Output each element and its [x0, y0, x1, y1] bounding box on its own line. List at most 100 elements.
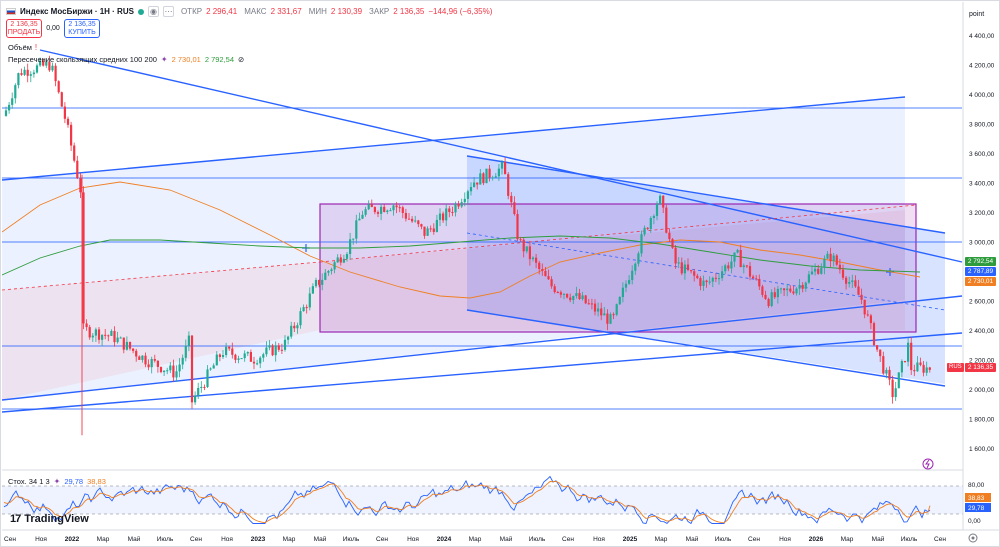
candle-body [268, 345, 271, 348]
candle-body [739, 249, 742, 268]
candle-body [504, 162, 507, 175]
channel-bottom[interactable] [466, 309, 946, 387]
candle-body [826, 253, 829, 259]
price-tick-label: 1 800,00 [969, 417, 995, 424]
flash-alert-icon[interactable] [922, 458, 934, 470]
candle-body [54, 65, 57, 82]
trend-line-long-down[interactable] [39, 49, 963, 263]
candle-body [107, 335, 110, 337]
candle-body [649, 218, 652, 229]
time-axis[interactable]: Сен Ноя 2022 Мар Май Июль Сен Ноя 2023 Мар Май Июль… [4, 535, 946, 543]
stoch-band [2, 486, 963, 514]
more-icon[interactable]: ⋯ [162, 6, 174, 17]
low-label: МИН [308, 7, 327, 16]
warning-icon[interactable]: ! [34, 43, 38, 52]
indicator-settings-icon[interactable]: ⊘ [238, 55, 245, 64]
price-tick-label: 1 600,00 [969, 446, 995, 453]
ma-fast-line [2, 181, 921, 299]
candle-body [885, 369, 888, 374]
candle-body [35, 65, 39, 73]
candle-body [147, 364, 150, 368]
stoch-tick-label: 38,83 [968, 495, 985, 502]
symbol-title[interactable]: Индекс МосБиржи · 1Н · RUS [20, 7, 134, 16]
candle-body [553, 286, 556, 293]
eye-icon[interactable]: ◉ [147, 6, 159, 17]
buy-price: 2 136,35 [68, 21, 96, 28]
candle-body [380, 206, 383, 214]
candle-body [814, 268, 817, 272]
stoch-tick-label: 29,78 [968, 505, 985, 512]
price-candles[interactable] [4, 55, 931, 436]
candle-body [872, 323, 876, 346]
trend-line-up-low[interactable] [2, 332, 963, 413]
candle-body [711, 277, 714, 282]
candle-body [209, 368, 212, 370]
stoch-pane[interactable] [2, 475, 963, 524]
candle-body [144, 355, 147, 365]
candle-body [321, 279, 324, 285]
candle-body [544, 270, 547, 277]
candle-body [299, 311, 302, 326]
price-tick-label: 3 600,00 [969, 151, 995, 158]
candle-body [550, 279, 553, 287]
candle-body [804, 282, 807, 289]
candle-body [903, 360, 907, 362]
time-tick-label: Июль [529, 536, 546, 543]
price-tick-label: 2 400,00 [969, 328, 995, 335]
stoch-axis[interactable]: 80,00 38,83 29,78 0,00 [965, 482, 991, 525]
candle-body [156, 360, 159, 367]
candle-body [349, 239, 352, 255]
candle-body [525, 246, 528, 252]
volume-legend[interactable]: Объём ! [8, 43, 37, 52]
settings-gear-icon[interactable] [968, 533, 978, 543]
candle-body [221, 355, 225, 357]
candle-body [770, 292, 773, 307]
candle-body [869, 315, 872, 324]
candle-body [417, 220, 420, 225]
candle-body [169, 365, 172, 371]
candle-body [742, 265, 745, 268]
buy-button[interactable]: 2 136,35 КУПИТЬ [64, 19, 100, 38]
channel-top[interactable] [466, 155, 946, 234]
candle-body [584, 295, 587, 304]
drawing-layer[interactable] [2, 49, 963, 436]
candle-body [789, 288, 792, 292]
candle-body [277, 345, 280, 350]
channel-mid [466, 232, 946, 311]
candle-body [817, 268, 820, 274]
candle-body [429, 228, 432, 230]
ma-fast-price-tag: 2 730,01 [965, 277, 996, 286]
price-tick-label: 2 600,00 [969, 299, 995, 306]
price-axis[interactable]: 4 400,00 4 200,00 4 000,00 3 800,00 3 600,00… [969, 33, 995, 453]
candle-body [454, 203, 457, 213]
sell-button[interactable]: 2 136,35 ПРОДАТЬ [6, 19, 42, 38]
candle-body [925, 367, 928, 373]
ma-cross-legend[interactable]: Пересечение скользящих средних 100 200 ✦… [8, 55, 244, 64]
candle-body [606, 313, 609, 324]
candle-body [491, 177, 494, 179]
candle-body [748, 266, 752, 277]
candle-body [23, 69, 26, 75]
candle-body [29, 74, 32, 76]
candle-body [897, 372, 900, 389]
candle-body [45, 61, 48, 66]
candle-body [882, 356, 885, 374]
candle-body [39, 60, 42, 66]
candle-body [333, 262, 336, 270]
range-box[interactable] [319, 203, 917, 333]
candle-body [26, 69, 29, 76]
indicator-eye-icon[interactable]: ✦ [160, 55, 168, 64]
tradingview-logo[interactable]: 17 TradingView [10, 513, 89, 525]
candle-body [141, 355, 144, 360]
market-status-icon[interactable] [137, 8, 144, 15]
trend-line-up-top[interactable] [2, 96, 906, 181]
trend-line-up-mid[interactable] [2, 295, 963, 401]
stoch-eye-icon[interactable]: ✦ [53, 477, 61, 486]
candle-body [761, 286, 764, 295]
low-value: 2 130,39 [330, 7, 363, 16]
stoch-legend[interactable]: Стох. 34 1 3 ✦ 29,78 38,83 [8, 477, 106, 486]
candle-body [280, 349, 283, 351]
candle-body [755, 278, 758, 280]
candle-body [476, 182, 479, 185]
